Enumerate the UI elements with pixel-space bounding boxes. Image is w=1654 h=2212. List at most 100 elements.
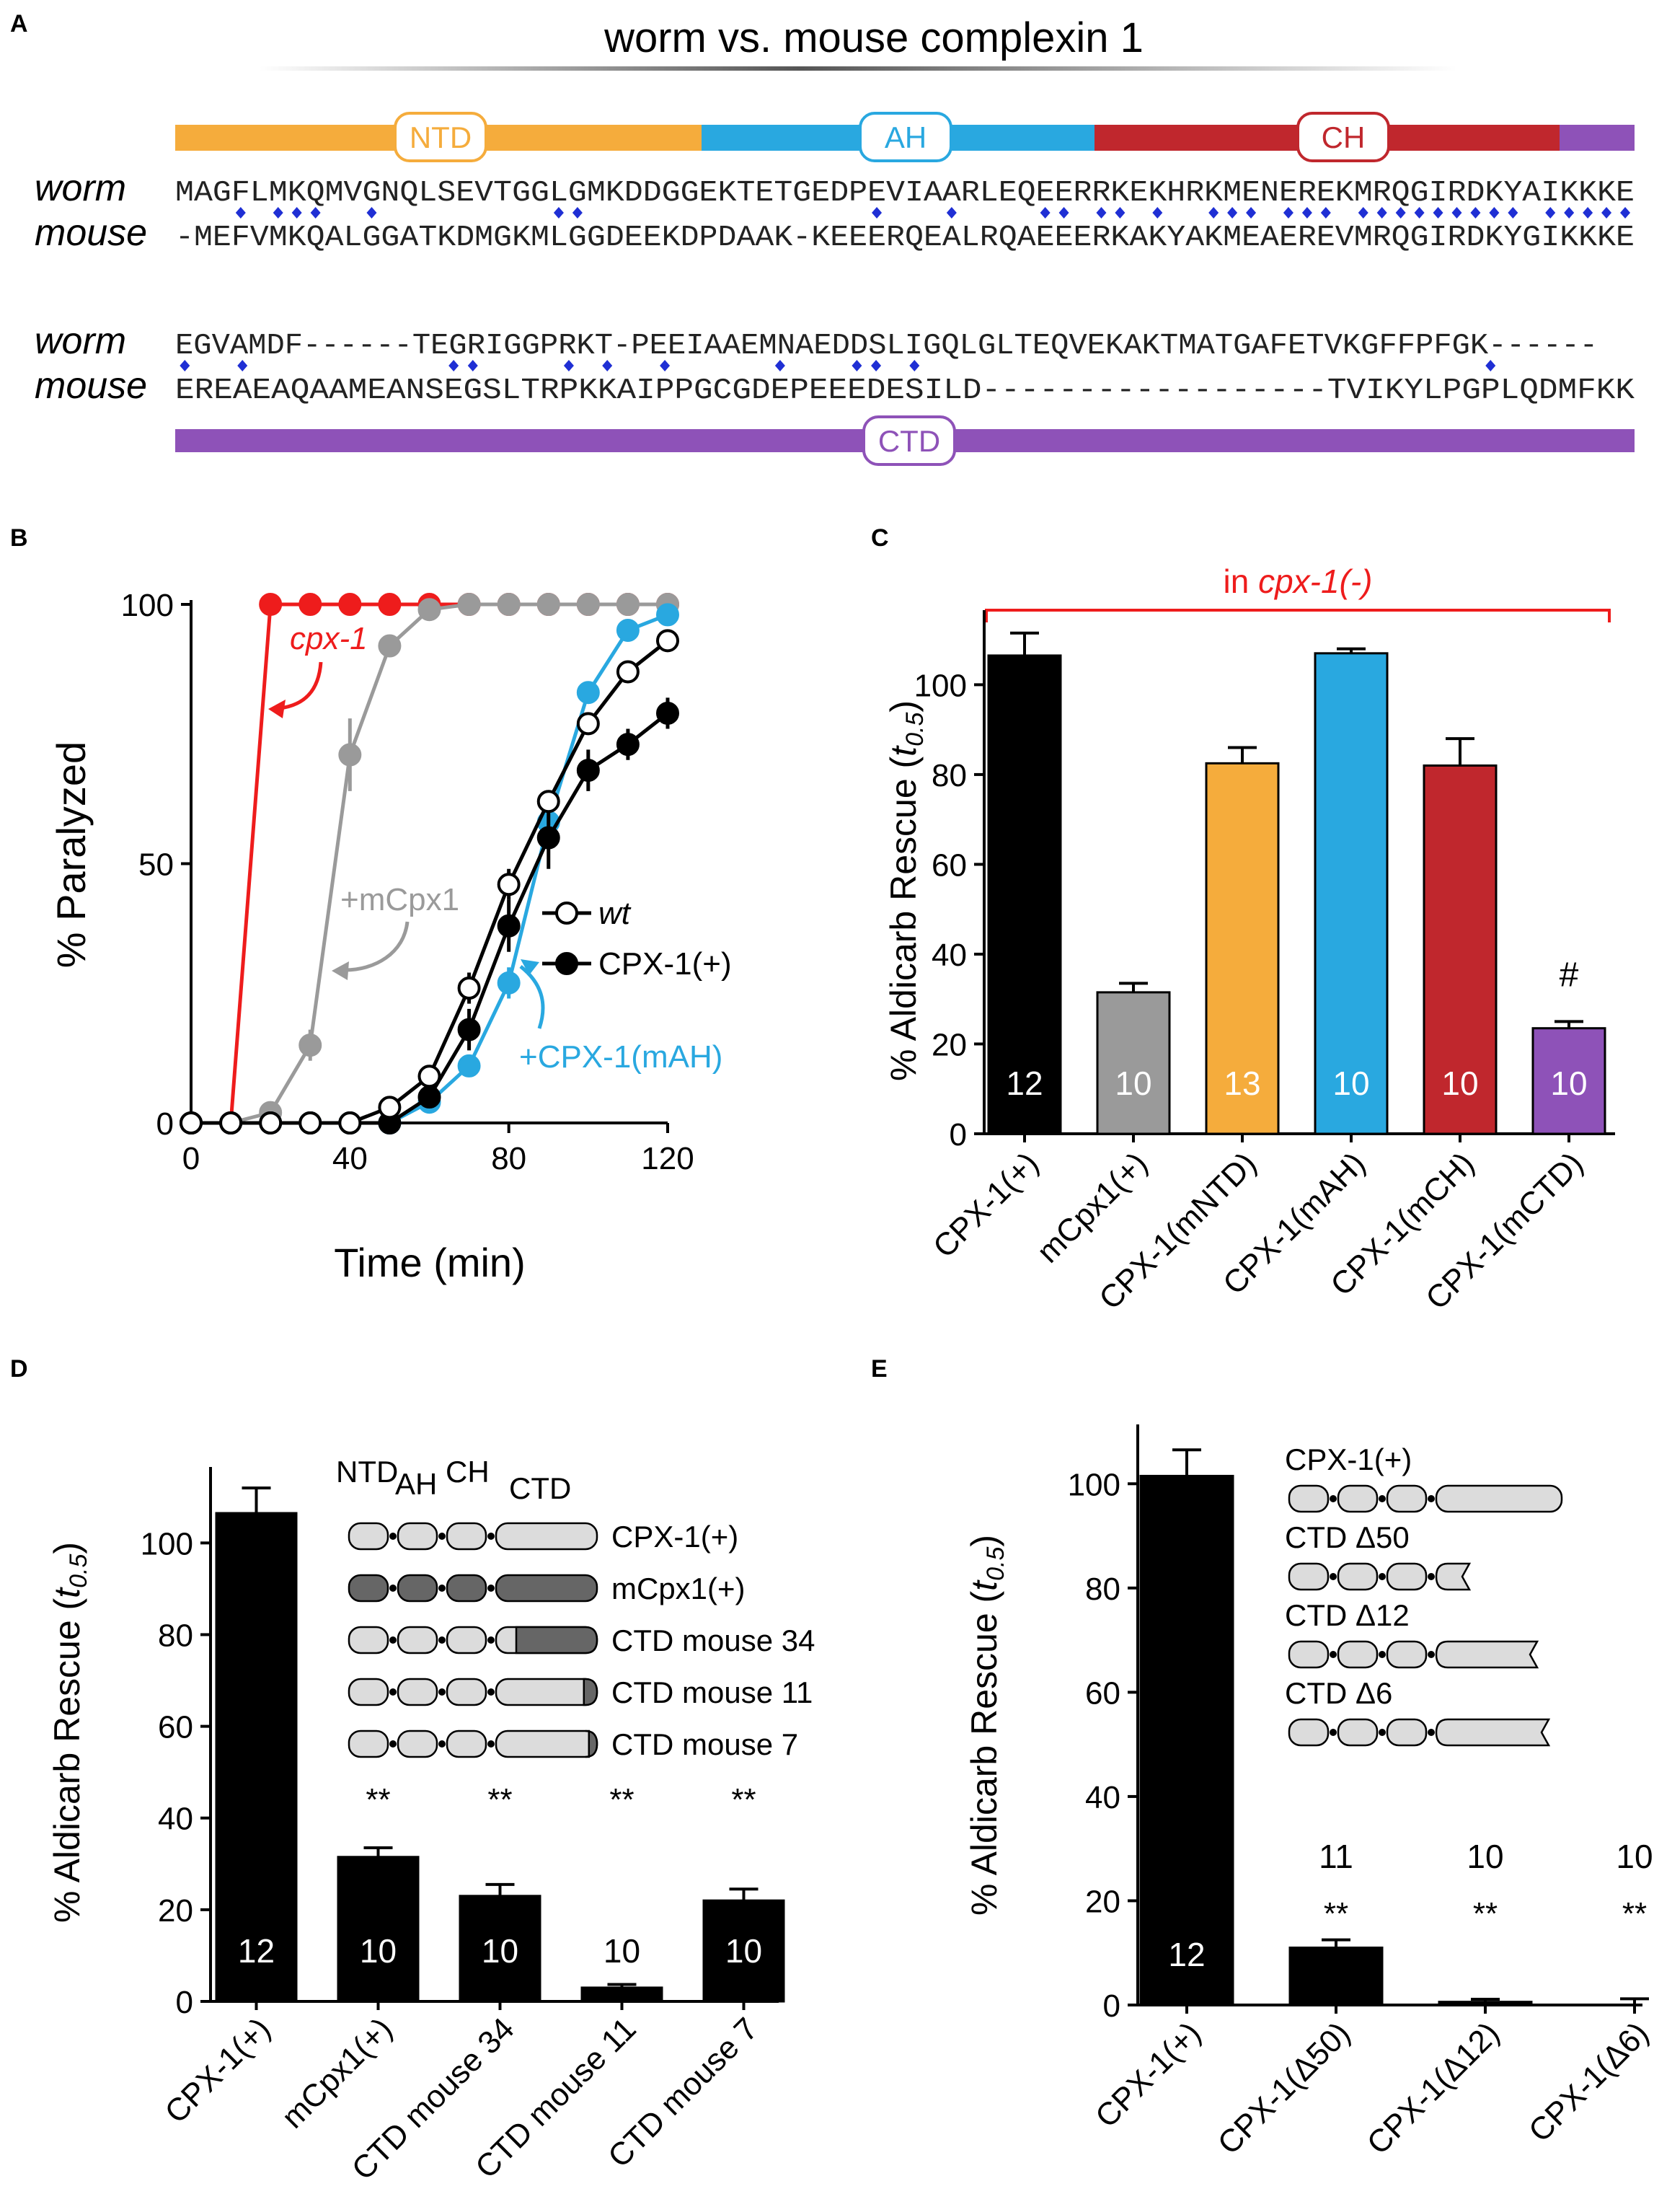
- y-tick-label: 50: [138, 847, 174, 883]
- domain-segment: [397, 1626, 438, 1654]
- linker-dot: [1428, 1495, 1435, 1502]
- data-point: [378, 593, 402, 616]
- identity-diamond: [1485, 360, 1496, 371]
- identity-diamond: [1508, 207, 1518, 219]
- identity-diamond: [180, 360, 190, 371]
- n-label: 10: [1332, 1065, 1369, 1102]
- significance-mark: **: [1473, 1896, 1498, 1931]
- identity-diamond: [273, 207, 283, 219]
- n-label: 10: [1115, 1065, 1151, 1102]
- category-label: CPX-1(Δ6): [1522, 2015, 1654, 2149]
- category-label: CPX-1(Δ12): [1361, 2015, 1506, 2161]
- identity-diamond: [774, 360, 785, 371]
- construct-label: CPX-1(+): [1285, 1442, 1412, 1476]
- domain-segment: [397, 1574, 438, 1603]
- identity-diamond: [1227, 207, 1238, 219]
- category-label: mCpx1(+): [275, 2011, 399, 2135]
- identity-diamond: [1115, 207, 1125, 219]
- truncated-ctd-segment: [1435, 1562, 1472, 1591]
- identity-diamond: [1451, 207, 1462, 219]
- identity-diamond: [852, 360, 862, 371]
- mouse-ctd-portion: [583, 1678, 598, 1706]
- y-tick-label: 0: [156, 1106, 174, 1142]
- truncated-ctd-segment: [1435, 1640, 1539, 1669]
- ch-label: CH: [1322, 120, 1366, 154]
- data-point: [378, 634, 402, 658]
- construct-label: CTD Δ6: [1285, 1676, 1392, 1710]
- linker-dot: [1330, 1729, 1337, 1736]
- block2-worm-label: worm: [35, 320, 126, 362]
- panel-c-bracket-label: in cpx-1(-): [1223, 563, 1372, 600]
- y-tick-label: 40: [158, 1802, 193, 1837]
- bar: [1205, 762, 1280, 1135]
- identity-diamond: [602, 360, 613, 371]
- truncated-ctd-segment: [1435, 1718, 1551, 1747]
- y-tick-label: 20: [932, 1027, 967, 1062]
- y-tick-label: 80: [1085, 1572, 1120, 1607]
- data-point: [616, 660, 640, 684]
- panel-c-ylabel: % Aldicarb Rescue (t0.5): [883, 700, 929, 1081]
- linker-dot: [438, 1533, 446, 1540]
- identity-diamond: [1058, 207, 1069, 219]
- linker-dot: [1428, 1573, 1435, 1580]
- construct-label: CPX-1(+): [611, 1520, 738, 1554]
- construct-label: mCpx1(+): [611, 1572, 746, 1605]
- data-point: [457, 1018, 481, 1041]
- y-tick-label: 60: [932, 847, 967, 883]
- identity-diamond: [872, 207, 883, 219]
- bar: [459, 1895, 541, 2003]
- category-label: CPX-1(+): [1089, 2015, 1208, 2134]
- data-point: [576, 593, 600, 616]
- domain-segment: [1386, 1562, 1428, 1591]
- header-ah: AH: [395, 1467, 437, 1501]
- identity-diamond: [1545, 207, 1556, 219]
- n-label: 10: [1467, 1838, 1503, 1875]
- ctd-segment: [495, 1678, 598, 1706]
- mouse-ctd-portion: [515, 1626, 598, 1654]
- identity-diamond: [1395, 207, 1406, 219]
- category-label: CPX-1(+): [926, 1145, 1045, 1264]
- construct-diagram: [348, 1729, 598, 1758]
- linker-dot: [1379, 1573, 1386, 1580]
- data-point: [656, 701, 679, 725]
- identity-diamond: [871, 360, 882, 371]
- domain-segment: [397, 1678, 438, 1706]
- identity-diamond: [1564, 207, 1575, 219]
- linker-dot: [1330, 1495, 1337, 1502]
- identity-diamond: [291, 207, 302, 219]
- y-tick-label: 0: [950, 1117, 967, 1153]
- ctd-label: CTD: [878, 424, 940, 458]
- construct-label: CTD Δ50: [1285, 1520, 1410, 1554]
- baseline-point: [259, 1111, 283, 1134]
- baseline-point: [338, 1111, 362, 1134]
- linker-dot: [389, 1740, 397, 1748]
- y-tick-label: 100: [141, 1526, 193, 1561]
- linker-dot: [487, 1585, 495, 1592]
- linker-dot: [1330, 1573, 1337, 1580]
- y-tick-label: 100: [914, 668, 967, 703]
- domain-segment: [446, 1522, 487, 1551]
- domain-segment: [446, 1626, 487, 1654]
- bar: [987, 654, 1062, 1135]
- y-tick-label: 100: [1068, 1467, 1120, 1502]
- bar: [337, 1856, 420, 2003]
- identity-diamond: [467, 360, 478, 371]
- linker-dot: [438, 1636, 446, 1644]
- identity-diamond: [563, 360, 574, 371]
- arrow-mcpx1: [344, 921, 410, 972]
- identity-diamond: [909, 360, 920, 371]
- data-point: [536, 826, 560, 850]
- panel-e-label: E: [871, 1355, 888, 1383]
- data-point: [338, 593, 362, 616]
- n-label: 10: [482, 1932, 518, 1970]
- ch-pill: [1296, 112, 1390, 162]
- panel-b-label: B: [10, 524, 28, 552]
- arrow-mah-head: [521, 959, 539, 975]
- ctd-pill: [862, 415, 956, 466]
- data-point: [497, 873, 521, 896]
- construct-diagram: [1288, 1484, 1563, 1513]
- panel-b-xlabel: Time (min): [334, 1240, 525, 1285]
- panel-b-series: [180, 593, 679, 1134]
- significance-mark: **: [487, 1782, 512, 1817]
